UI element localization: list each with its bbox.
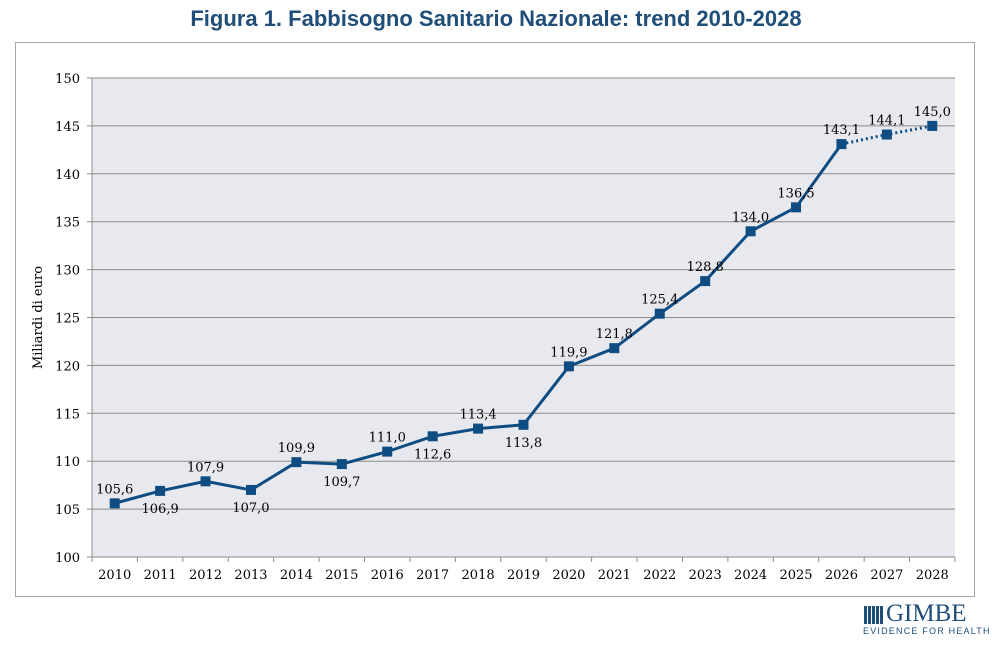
data-label: 145,0 [914,105,951,120]
y-tick-label: 125 [55,312,80,327]
data-label: 107,9 [187,460,224,475]
x-tick-label: 2022 [643,568,676,583]
y-tick-label: 105 [55,503,80,518]
x-tick-label: 2023 [689,568,722,583]
x-tick-label: 2028 [916,568,949,583]
data-label: 144,1 [868,114,905,129]
chart-title: Figura 1. Fabbisogno Sanitario Nazionale… [190,6,802,31]
data-point [927,120,938,131]
x-tick-label: 2014 [280,568,313,583]
data-point [291,457,302,468]
data-point [382,446,393,457]
x-tick-label: 2012 [189,568,222,583]
y-axis-label: Miliardi di euro [31,266,46,369]
x-tick-label: 2024 [734,568,767,583]
data-point [245,484,256,495]
y-tick-label: 140 [55,168,80,183]
data-label: 121,8 [596,327,633,342]
x-tick-label: 2011 [144,568,177,583]
x-tick-label: 2016 [371,568,404,583]
x-tick-label: 2010 [98,568,131,583]
y-tick-label: 110 [55,455,80,470]
data-label: 119,9 [550,345,587,360]
data-label: 125,4 [641,293,678,308]
data-point [200,476,211,487]
data-point [518,419,529,430]
data-point [609,343,620,354]
x-tick-label: 2027 [870,568,903,583]
data-point [109,498,120,509]
x-tick-label: 2026 [825,568,858,583]
x-tick-label: 2013 [234,568,267,583]
data-label: 106,9 [142,502,179,517]
data-point [427,431,438,442]
data-label: 107,0 [232,501,269,516]
x-tick-label: 2018 [462,568,495,583]
data-point [654,308,665,319]
y-tick-label: 120 [55,359,80,374]
logo-tagline: EVIDENCE FOR HEALTH [863,626,991,636]
x-tick-label: 2015 [325,568,358,583]
data-label: 105,6 [96,482,133,497]
chart-frame [15,42,975,597]
gimbe-logo: GIMBE EVIDENCE FOR HEALTH [862,600,989,638]
data-point [563,361,574,372]
logo-grid-icon [864,606,884,624]
data-label: 109,9 [278,441,315,456]
data-label: 111,0 [369,431,406,446]
logo-name: GIMBE [886,600,967,627]
data-point [155,485,166,496]
x-tick-label: 2025 [779,568,812,583]
data-point [791,202,802,213]
data-label: 136,5 [777,186,814,201]
x-tick-label: 2017 [416,568,449,583]
data-point [336,459,347,470]
data-point [836,139,847,150]
x-tick-label: 2020 [552,568,585,583]
data-label: 128,8 [687,260,724,275]
data-label: 113,8 [505,436,542,451]
y-tick-label: 135 [55,216,80,231]
y-tick-label: 150 [55,72,80,87]
x-tick-label: 2021 [598,568,631,583]
data-label: 112,6 [414,447,451,462]
data-label: 109,7 [323,475,360,490]
data-point [881,129,892,140]
y-tick-label: 100 [55,551,80,566]
data-point [700,276,711,287]
data-label: 143,1 [823,123,860,138]
y-tick-label: 145 [55,120,80,135]
y-tick-label: 115 [55,407,80,422]
x-tick-label: 2019 [507,568,540,583]
data-point [745,226,756,237]
y-tick-label: 130 [55,264,80,279]
data-point [473,423,484,434]
data-label: 113,4 [459,408,496,423]
data-label: 134,0 [732,210,769,225]
